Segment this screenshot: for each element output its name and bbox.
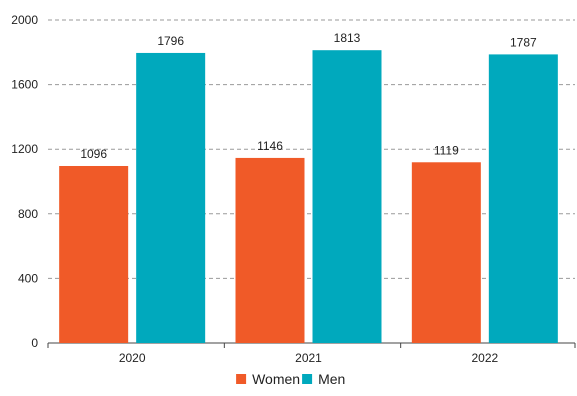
data-label-men-2022: 1787 [510,35,537,49]
y-tick-label-400: 400 [18,271,38,285]
y-tick-label-0: 0 [31,336,38,350]
x-tick-label-2022: 2022 [471,351,498,365]
bar-women-2021 [235,157,305,343]
x-tick-label-2021: 2021 [295,351,322,365]
bar-men-2021 [312,50,382,343]
y-tick-label-1200: 1200 [11,142,38,156]
x-tick-label-2020: 2020 [119,351,146,365]
legend-swatch-women [236,374,247,384]
y-tick-label-1600: 1600 [11,78,38,92]
data-label-women-2021: 1146 [257,139,283,153]
data-label-men-2020: 1796 [157,34,184,48]
bars [59,50,558,344]
data-label-women-2020: 1096 [80,147,107,161]
data-label-men-2021: 1813 [334,31,361,45]
bar-men-2020 [136,52,206,344]
legend: Women Men [236,371,345,387]
y-tick-label-800: 800 [18,207,38,221]
legend-label-women: Women [252,371,300,387]
bar-women-2020 [59,165,129,343]
bar-women-2022 [411,162,481,343]
bar-men-2022 [488,54,558,343]
grid-lines [48,19,575,279]
legend-label-men: Men [318,371,345,387]
data-labels: 1096 1796 1146 1813 1119 1787 [80,31,537,161]
data-label-women-2022: 1119 [434,143,459,157]
y-tick-label-2000: 2000 [11,13,38,27]
legend-swatch-men [302,374,313,384]
axes: 0 400 800 1200 1600 2000 2020 2021 2022 [11,13,576,365]
